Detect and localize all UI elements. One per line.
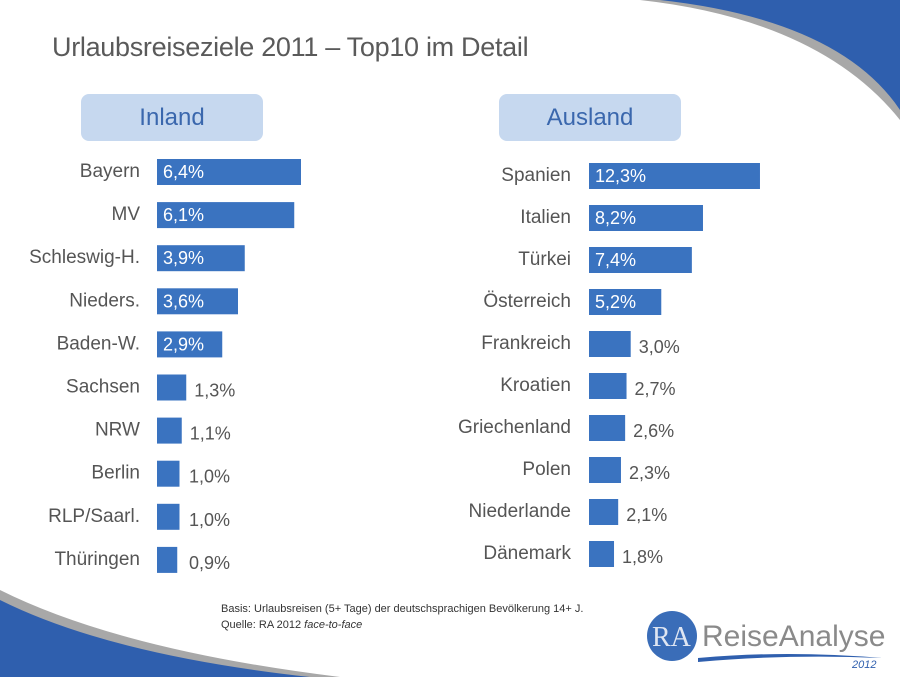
bar [589,289,662,315]
value-label: 3,0% [639,337,680,357]
value-label: 12,3% [595,166,646,186]
category-label: Niederlande [469,501,571,522]
ausland-header: Ausland [499,94,681,141]
category-label: Sachsen [66,377,140,398]
bar [589,457,621,483]
category-label: NRW [95,420,140,441]
category-label: Griechenland [458,417,571,438]
category-label: MV [112,204,141,225]
bar [157,417,182,444]
category-label: Österreich [483,291,571,312]
bar [157,245,245,272]
value-label: 3,6% [163,291,204,311]
bar [589,541,615,567]
category-label: Baden-W. [57,333,140,354]
svg-text:2012: 2012 [851,659,876,670]
category-label: Italien [520,207,571,228]
source-prefix: Quelle: RA 2012 [221,619,305,631]
footnote-source: Quelle: RA 2012 face-to-face [221,619,362,631]
value-label: 1,0% [189,510,230,530]
bar [157,374,187,401]
value-label: 5,2% [595,292,636,312]
bar [157,288,238,315]
bar [157,460,180,487]
footnote-basis: Basis: Urlaubsreisen (5+ Tage) der deuts… [221,603,584,615]
value-label: 0,9% [189,553,230,573]
reiseanalyse-logo: RA ReiseAnalyse 2012 [646,608,886,675]
inland-header: Inland [81,94,263,141]
bar [157,331,223,358]
category-label: Kroatien [500,375,571,396]
value-label: 1,1% [190,424,231,444]
category-label: Dänemark [483,543,571,564]
bar [589,205,703,231]
category-label: Bayern [80,161,140,182]
svg-text:RA: RA [652,622,692,653]
bar [157,202,295,229]
category-label: Spanien [501,165,571,186]
bar [589,247,692,273]
value-label: 1,3% [194,381,235,401]
value-label: 2,6% [633,421,674,441]
bar [157,159,301,185]
bar [589,163,760,189]
value-label: 7,4% [595,250,636,270]
value-label: 1,0% [189,467,230,487]
value-label: 6,4% [163,162,204,182]
value-label: 1,8% [622,547,663,567]
category-label: Frankreich [481,333,571,354]
source-method: face-to-face [304,619,363,631]
bar [589,373,627,399]
category-label: Thüringen [54,549,140,570]
page-title: Urlaubsreiseziele 2011 – Top10 im Detail [52,32,529,62]
bar [589,499,619,525]
value-label: 2,1% [626,505,667,525]
value-label: 2,7% [635,379,676,399]
category-label: Schleswig-H. [29,247,140,268]
category-label: RLP/Saarl. [48,506,140,527]
value-label: 2,9% [163,334,204,354]
bar [589,331,631,357]
category-label: Berlin [91,463,140,484]
category-label: Türkei [518,249,571,270]
value-label: 6,1% [163,205,204,225]
svg-text:ReiseAnalyse: ReiseAnalyse [702,620,885,653]
value-label: 8,2% [595,208,636,228]
bar [589,415,626,441]
value-label: 3,9% [163,248,204,268]
category-label: Nieders. [69,290,140,311]
bar [157,546,178,573]
value-label: 2,3% [629,463,670,483]
category-label: Polen [522,459,571,480]
bar [157,503,180,530]
